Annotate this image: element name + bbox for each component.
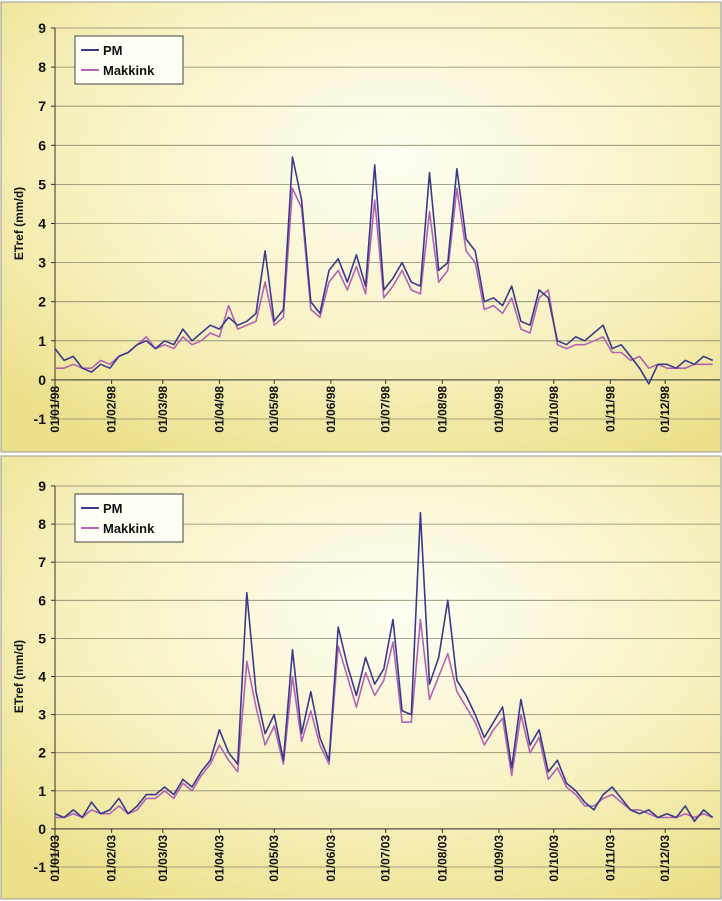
x-tick-label: 01/03/03 (156, 835, 170, 882)
x-tick-label: 01/04/98 (212, 386, 226, 433)
chart: -1 0 1 2 3 4 5 6 7 8 9 ETref (mm/d) 01/01/03 01/02/03… (0, 455, 722, 900)
x-tick-label: 01/07/98 (379, 386, 393, 433)
x-tick-label: 01/06/98 (324, 386, 338, 433)
x-tick-label: 01/11/03 (603, 835, 617, 881)
x-tick-label: 01/05/03 (267, 835, 281, 882)
x-tick-label: 01/06/03 (324, 835, 338, 882)
y-tick-label: 2 (38, 745, 46, 761)
y-tick-label: 1 (38, 783, 46, 799)
x-tick-label: 01/08/03 (435, 835, 449, 882)
x-tick-label: 01/10/03 (547, 835, 561, 882)
legend-label: Makkink (103, 63, 155, 78)
y-tick-label: 5 (38, 630, 46, 646)
x-tick-label: 01/07/03 (379, 835, 393, 882)
legend: PM Makkink (74, 493, 184, 543)
x-tick-label: 01/09/98 (492, 386, 506, 433)
y-tick-label: 0 (38, 372, 46, 388)
legend-label: PM (103, 43, 123, 58)
y-tick-label: 9 (38, 478, 46, 494)
x-tick-label: 01/12/98 (658, 386, 672, 433)
y-tick-label: 1 (38, 333, 46, 349)
y-tick-label: 0 (38, 821, 46, 837)
x-tick-label: 01/11/98 (603, 386, 617, 432)
y-tick-label: 8 (38, 516, 46, 532)
x-tick-label: 01/08/98 (435, 386, 449, 433)
y-tick-label: 5 (38, 176, 46, 192)
series-line (55, 618, 714, 819)
series-line (54, 156, 714, 385)
series-line (54, 511, 714, 823)
y-tick-label: 6 (38, 137, 46, 153)
y-tick-label: 7 (38, 98, 46, 114)
y-tick-label: 9 (38, 20, 46, 36)
x-tick-label: 01/01/98 (48, 386, 62, 433)
x-tick-label: 01/12/03 (658, 835, 672, 882)
series-line (55, 187, 713, 369)
x-tick-label: 01/05/98 (267, 386, 281, 433)
y-tick-label: 4 (38, 669, 46, 685)
y-tick-label: 4 (38, 216, 46, 232)
legend-label: PM (103, 501, 123, 516)
legend-box (74, 35, 184, 85)
x-tick-label: 01/03/98 (156, 386, 170, 433)
y-tick-label: -1 (34, 411, 47, 427)
x-tick-label: 01/09/03 (492, 835, 506, 882)
x-tick-label: 01/01/03 (48, 835, 62, 882)
y-tick-label: 8 (38, 59, 46, 75)
y-axis-label: ETref (mm/d) (12, 640, 26, 713)
x-tick-label: 01/04/03 (212, 835, 226, 882)
y-tick-label: 6 (38, 592, 46, 608)
x-tick-label: 01/10/98 (547, 386, 561, 433)
y-tick-label: -1 (34, 859, 47, 875)
y-tick-label: 3 (38, 255, 46, 271)
legend: PM Makkink (74, 35, 184, 85)
y-axis-label: ETref (mm/d) (12, 187, 26, 260)
chart: -1 0 1 2 3 4 5 6 7 8 9 ETref (mm/d) 01/01/98 01/02/98… (0, 1, 722, 453)
y-tick-label: 2 (38, 294, 46, 310)
legend-label: Makkink (103, 521, 155, 536)
x-tick-label: 01/02/98 (105, 386, 119, 433)
legend-box (74, 493, 184, 543)
y-tick-label: 3 (38, 707, 46, 723)
y-tick-label: 7 (38, 554, 46, 570)
x-tick-label: 01/02/03 (105, 835, 119, 882)
